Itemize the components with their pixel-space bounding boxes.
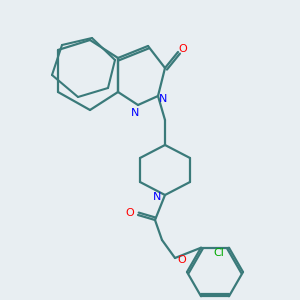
Text: N: N xyxy=(159,94,167,104)
Text: O: O xyxy=(178,255,186,265)
Text: N: N xyxy=(153,192,161,202)
Text: N: N xyxy=(131,108,139,118)
Text: O: O xyxy=(126,208,134,218)
Text: O: O xyxy=(178,44,188,54)
Text: Cl: Cl xyxy=(214,248,224,258)
